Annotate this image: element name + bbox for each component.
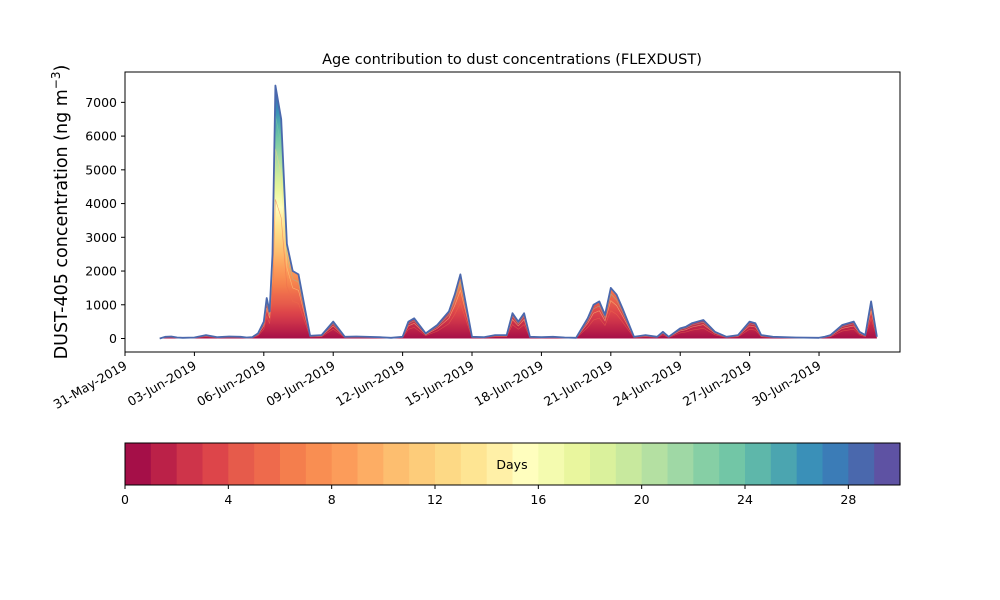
age-band-line (159, 115, 878, 339)
colorbar-frame (124, 442, 901, 486)
colorbar-segment (331, 443, 359, 485)
x-tick-label: 24-Jun-2019 (611, 358, 685, 409)
colorbar-segment (280, 443, 307, 485)
colorbar-segment (409, 443, 436, 485)
colorbar-segment (538, 443, 565, 485)
colorbar-segment (745, 443, 772, 485)
colorbar-segment (202, 443, 229, 485)
age-band-line (159, 199, 878, 339)
y-tick-label: 7000 (85, 95, 117, 110)
colorbar (125, 443, 901, 485)
colorbar-tick-label: 20 (634, 492, 650, 507)
y-tick-label: 4000 (85, 196, 117, 211)
colorbar-segment (770, 443, 798, 485)
colorbar-segment (435, 443, 462, 485)
colorbar-tick-label: 24 (737, 492, 753, 507)
y-axis: 0 1000 2000 3000 4000 5000 6000 7000 (85, 95, 125, 346)
colorbar-segment (564, 443, 591, 485)
x-tick-label: 03-Jun-2019 (125, 358, 199, 409)
colorbar-segment (150, 443, 178, 485)
x-tick-label: 06-Jun-2019 (194, 358, 268, 409)
colorbar-segment (254, 443, 281, 485)
colorbar-tick-label: 16 (530, 492, 546, 507)
age-band-line (159, 148, 878, 339)
colorbar-tick-label: 0 (121, 492, 129, 507)
x-tick-label: 21-Jun-2019 (541, 358, 615, 409)
y-tick-label: 6000 (85, 129, 117, 144)
colorbar-tick-label: 28 (840, 492, 856, 507)
colorbar-tick-label: 12 (427, 492, 443, 507)
x-tick-label: 18-Jun-2019 (472, 358, 546, 409)
x-tick-label: 31-May-2019 (51, 358, 130, 412)
colorbar-segment (357, 443, 384, 485)
chart-title: Age contribution to dust concentrations … (322, 52, 702, 68)
x-tick-label: 12-Jun-2019 (333, 358, 407, 409)
plot-area (159, 84, 878, 340)
y-tick-label: 2000 (85, 264, 117, 279)
colorbar-segment (667, 443, 694, 485)
colorbar-segment (383, 443, 410, 485)
colorbar-segment (719, 443, 746, 485)
colorbar-segment (176, 443, 204, 485)
colorbar-segment (796, 443, 824, 485)
y-tick-label: 3000 (85, 230, 117, 245)
colorbar-segment (305, 443, 333, 485)
y-axis-label-main: DUST-405 concentration (ng m (52, 89, 72, 359)
colorbar-ticks: 0 4 8 12 16 20 24 28 (121, 485, 856, 507)
colorbar-segment (693, 443, 720, 485)
x-tick-label: 09-Jun-2019 (264, 358, 338, 409)
x-tick-label: 27-Jun-2019 (680, 358, 754, 409)
colorbar-segment (486, 443, 514, 485)
colorbar-segment (822, 443, 849, 485)
total-concentration-line (159, 84, 878, 340)
colorbar-segment (228, 443, 255, 485)
colorbar-tick-label: 4 (224, 492, 232, 507)
y-axis-label-superscript: −3 (49, 71, 63, 89)
x-tick-label: 30-Jun-2019 (749, 358, 823, 409)
y-tick-label: 0 (109, 331, 117, 346)
colorbar-segment (641, 443, 669, 485)
colorbar-segment (512, 443, 539, 485)
colorbar-tick-label: 8 (328, 492, 336, 507)
x-tick-label: 15-Jun-2019 (402, 358, 476, 409)
colorbar-segment (125, 443, 152, 485)
plot-frame (124, 71, 901, 353)
colorbar-segment (874, 443, 901, 485)
colorbar-segment (460, 443, 488, 485)
colorbar-segment (848, 443, 875, 485)
colorbar-segment (590, 443, 617, 485)
colorbar-segment (615, 443, 643, 485)
y-axis-label-close: ) (52, 65, 72, 72)
colorbar-label: Days (496, 457, 527, 472)
y-tick-label: 1000 (85, 297, 117, 312)
y-axis-label: DUST-405 concentration (ng m−3) (49, 65, 72, 360)
x-axis: 31-May-201903-Jun-201906-Jun-201909-Jun-… (51, 352, 824, 412)
y-tick-label: 5000 (85, 162, 117, 177)
